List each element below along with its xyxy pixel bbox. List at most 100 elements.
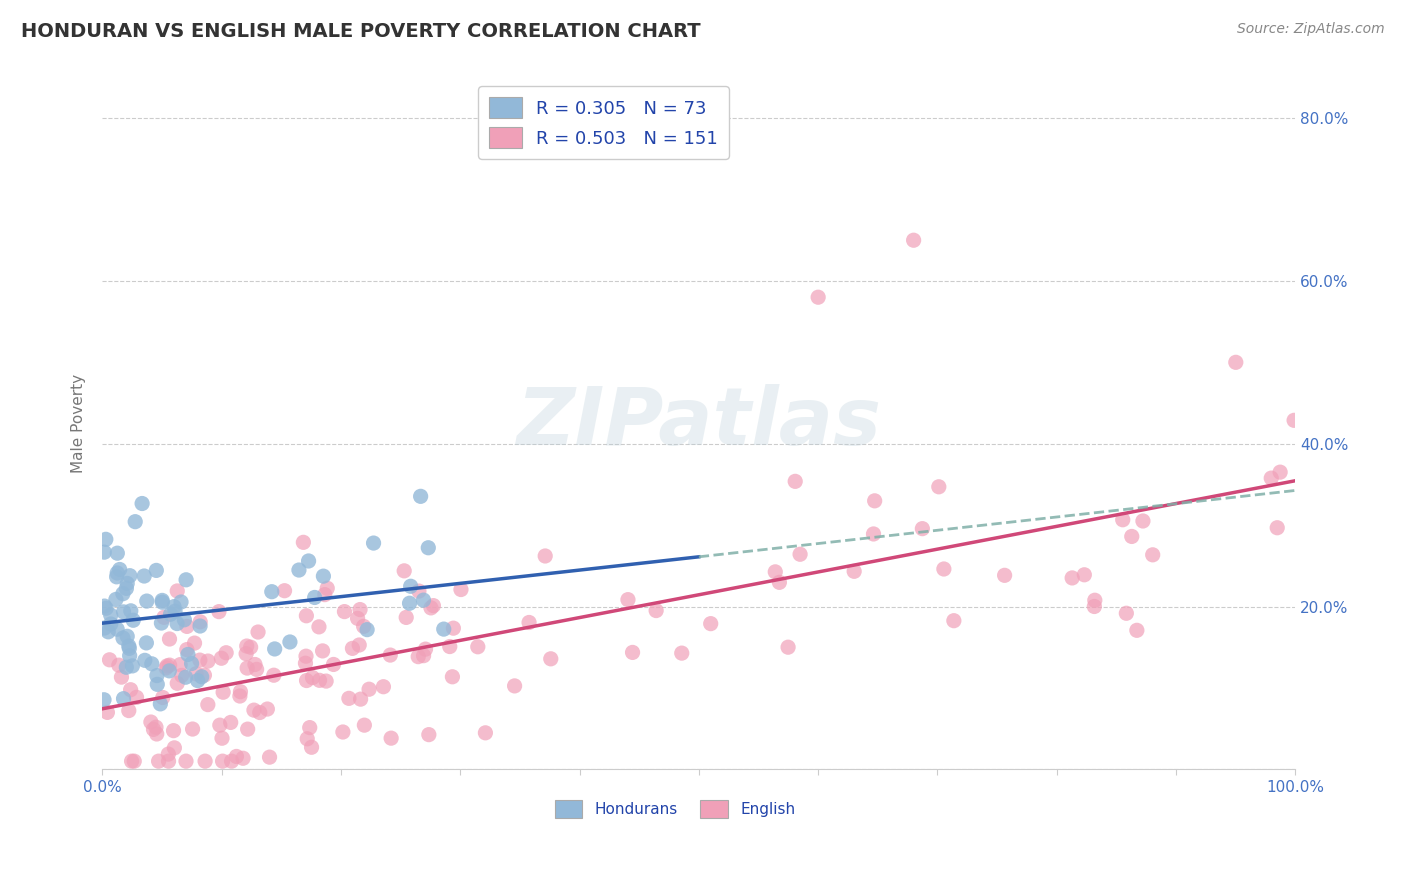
Point xyxy=(333,605,356,619)
Point xyxy=(256,702,278,716)
Point xyxy=(273,583,295,598)
Point xyxy=(239,640,262,655)
Point xyxy=(441,621,464,635)
Point xyxy=(763,565,786,579)
Point xyxy=(278,635,301,649)
Point xyxy=(903,233,925,247)
Point xyxy=(157,747,180,761)
Point xyxy=(157,754,180,768)
Point xyxy=(112,691,135,706)
Point xyxy=(93,692,115,706)
Point xyxy=(209,651,232,665)
Point xyxy=(166,616,188,631)
Point xyxy=(395,610,418,624)
Point xyxy=(184,666,207,681)
Point xyxy=(807,290,830,304)
Point xyxy=(118,568,141,582)
Point xyxy=(439,640,461,654)
Point xyxy=(235,647,257,661)
Point xyxy=(380,648,402,662)
Point xyxy=(105,570,128,584)
Point xyxy=(301,740,323,755)
Point xyxy=(108,658,131,673)
Point xyxy=(294,657,316,671)
Text: HONDURAN VS ENGLISH MALE POVERTY CORRELATION CHART: HONDURAN VS ENGLISH MALE POVERTY CORRELA… xyxy=(21,22,700,41)
Point xyxy=(308,673,330,688)
Point xyxy=(517,615,540,630)
Point xyxy=(122,613,145,627)
Point xyxy=(433,622,456,636)
Point xyxy=(215,646,238,660)
Point xyxy=(150,615,173,630)
Point xyxy=(235,639,257,653)
Point xyxy=(100,617,122,632)
Point xyxy=(422,599,444,613)
Point xyxy=(1084,593,1107,607)
Point xyxy=(163,604,186,618)
Point xyxy=(349,602,371,616)
Point xyxy=(120,604,142,618)
Point xyxy=(308,620,330,634)
Point xyxy=(534,549,557,563)
Point xyxy=(197,654,219,668)
Point xyxy=(180,657,202,671)
Point xyxy=(1083,599,1105,614)
Point xyxy=(94,533,117,547)
Y-axis label: Male Poverty: Male Poverty xyxy=(72,374,86,473)
Point xyxy=(467,640,489,654)
Point xyxy=(122,754,145,768)
Point xyxy=(932,562,955,576)
Point xyxy=(1282,413,1305,427)
Point xyxy=(188,615,211,629)
Point xyxy=(93,599,115,613)
Point xyxy=(112,605,135,619)
Point xyxy=(145,563,167,577)
Point xyxy=(211,731,233,746)
Point xyxy=(249,706,271,720)
Point xyxy=(193,668,215,682)
Point xyxy=(928,480,950,494)
Point xyxy=(778,640,800,655)
Point xyxy=(194,754,217,768)
Point xyxy=(398,596,420,610)
Point xyxy=(115,629,138,643)
Point xyxy=(177,648,200,662)
Point xyxy=(332,725,354,739)
Point xyxy=(121,754,143,768)
Point xyxy=(474,726,496,740)
Point xyxy=(260,584,283,599)
Point xyxy=(148,754,170,768)
Point xyxy=(409,489,432,503)
Point xyxy=(142,723,165,737)
Point xyxy=(124,515,146,529)
Point xyxy=(301,671,323,685)
Point xyxy=(540,652,562,666)
Point xyxy=(645,603,668,617)
Point xyxy=(259,750,281,764)
Point xyxy=(208,718,231,732)
Point xyxy=(617,592,640,607)
Point xyxy=(208,605,231,619)
Point xyxy=(412,648,434,663)
Point xyxy=(134,569,156,583)
Point xyxy=(373,680,395,694)
Point xyxy=(671,646,693,660)
Point xyxy=(135,594,157,608)
Point xyxy=(104,592,127,607)
Point xyxy=(415,642,437,657)
Point xyxy=(304,591,326,605)
Point xyxy=(1112,513,1135,527)
Text: Source: ZipAtlas.com: Source: ZipAtlas.com xyxy=(1237,22,1385,37)
Point xyxy=(159,632,181,646)
Point xyxy=(862,527,884,541)
Point xyxy=(173,613,195,627)
Point xyxy=(100,608,122,623)
Point xyxy=(1132,514,1154,528)
Point xyxy=(159,658,181,673)
Point xyxy=(408,584,430,599)
Point xyxy=(163,740,186,755)
Point xyxy=(166,584,188,599)
Point xyxy=(295,649,318,664)
Point xyxy=(188,653,211,667)
Point xyxy=(785,475,807,489)
